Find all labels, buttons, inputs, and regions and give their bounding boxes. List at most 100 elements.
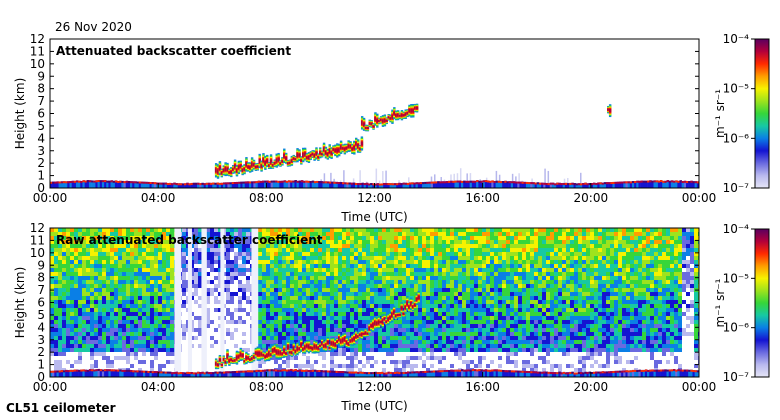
boundary-layer-top xyxy=(406,182,410,185)
cloud-cell xyxy=(376,118,379,123)
aerosol-column xyxy=(408,177,410,188)
boundary-layer-top xyxy=(140,370,144,373)
boundary-layer-top xyxy=(294,180,297,183)
cloud-cell xyxy=(237,355,241,359)
cloud-cell xyxy=(415,297,418,301)
cloud-cell xyxy=(239,352,242,357)
boundary-layer-top xyxy=(396,371,399,374)
boundary-layer-cell xyxy=(355,183,358,188)
boundary-layer-top xyxy=(184,372,187,375)
boundary-layer-top xyxy=(517,181,520,184)
boundary-layer-cell xyxy=(621,370,624,377)
cloud-cell xyxy=(319,344,322,347)
boundary-layer-cell xyxy=(292,369,295,377)
boundary-layer-cell xyxy=(480,369,483,377)
boundary-layer-cell xyxy=(608,371,611,377)
cloud-cell xyxy=(245,356,248,360)
boundary-layer-top xyxy=(458,369,462,372)
cloud-cell xyxy=(413,303,417,307)
boundary-layer-top xyxy=(207,182,211,185)
boundary-layer-cell xyxy=(534,371,538,377)
boundary-layer-cell xyxy=(223,371,226,377)
cloud-cell xyxy=(366,127,370,129)
cloud-cell xyxy=(402,114,406,117)
boundary-layer-top xyxy=(292,180,295,183)
boundary-layer-cell xyxy=(679,180,682,188)
boundary-layer-top xyxy=(78,369,81,372)
cloud-cell xyxy=(409,302,413,306)
boundary-layer-top xyxy=(556,182,559,185)
cloud-cell xyxy=(317,156,320,159)
boundary-layer-top xyxy=(586,183,589,186)
boundary-layer-top xyxy=(50,370,53,373)
cloud-cell xyxy=(284,352,288,355)
boundary-layer-top xyxy=(621,181,624,184)
y-tick-label: 4 xyxy=(37,131,45,145)
boundary-layer-cell xyxy=(266,180,269,188)
cloud-cell xyxy=(315,151,318,156)
aerosol-column xyxy=(385,170,387,188)
boundary-layer-top xyxy=(95,369,98,372)
boundary-layer-top xyxy=(571,371,574,374)
boundary-layer-top xyxy=(534,182,538,185)
boundary-layer-cell xyxy=(212,182,215,188)
boundary-layer-cell xyxy=(333,181,336,188)
boundary-layer-top xyxy=(402,182,406,185)
boundary-layer-top xyxy=(186,182,189,185)
y-axis-label: Height (km) xyxy=(13,267,27,338)
boundary-layer-top xyxy=(580,372,583,375)
boundary-layer-cell xyxy=(404,371,408,377)
boundary-layer-top xyxy=(616,181,620,184)
boundary-layer-cell xyxy=(668,180,672,188)
cloud-cell xyxy=(294,350,297,353)
boundary-layer-top xyxy=(326,370,330,373)
boundary-layer-cell xyxy=(517,181,520,188)
cloud-cell xyxy=(264,160,267,165)
boundary-layer-cell xyxy=(610,182,613,188)
boundary-layer-cell xyxy=(78,369,81,377)
boundary-layer-top xyxy=(363,183,367,186)
cloud-cell xyxy=(347,144,350,148)
boundary-layer-cell xyxy=(419,182,423,188)
cloud-cell xyxy=(249,166,252,169)
boundary-layer-cell xyxy=(491,369,494,377)
boundary-layer-top xyxy=(647,369,650,372)
boundary-layer-cell xyxy=(339,182,343,188)
cloud-cell xyxy=(239,164,242,168)
boundary-layer-cell xyxy=(123,181,126,188)
boundary-layer-top xyxy=(445,369,449,372)
boundary-layer-top xyxy=(621,370,624,373)
boundary-layer-top xyxy=(329,370,332,373)
boundary-layer-top xyxy=(173,372,176,375)
boundary-layer-top xyxy=(493,180,496,183)
boundary-layer-top xyxy=(411,371,414,374)
boundary-layer-cell xyxy=(110,180,114,188)
boundary-layer-top xyxy=(387,371,390,374)
boundary-layer-top xyxy=(631,181,635,184)
boundary-layer-top xyxy=(474,180,477,183)
boundary-layer-top xyxy=(482,180,486,183)
boundary-layer-cell xyxy=(549,372,553,377)
boundary-layer-top xyxy=(181,183,185,186)
boundary-layer-cell xyxy=(690,369,693,377)
boundary-layer-top xyxy=(376,183,380,186)
cloud-cell xyxy=(303,345,307,350)
boundary-layer-cell xyxy=(190,182,194,188)
panel-1 xyxy=(49,38,770,189)
cloud-cell xyxy=(292,157,295,160)
boundary-layer-top xyxy=(80,369,83,372)
y-tick-label: 7 xyxy=(37,283,45,297)
boundary-layer-cell xyxy=(114,180,118,188)
boundary-layer-top xyxy=(158,182,161,185)
y-tick-label: 4 xyxy=(37,320,45,334)
boundary-layer-cell xyxy=(346,182,349,188)
boundary-layer-top xyxy=(623,370,626,373)
boundary-layer-cell xyxy=(342,182,345,188)
boundary-layer-cell xyxy=(337,371,341,377)
boundary-layer-top xyxy=(246,370,250,373)
boundary-layer-top xyxy=(355,183,358,186)
boundary-layer-cell xyxy=(536,371,540,377)
aerosol-column xyxy=(359,170,361,188)
boundary-layer-cell xyxy=(489,180,492,188)
boundary-layer-cell xyxy=(601,371,605,377)
